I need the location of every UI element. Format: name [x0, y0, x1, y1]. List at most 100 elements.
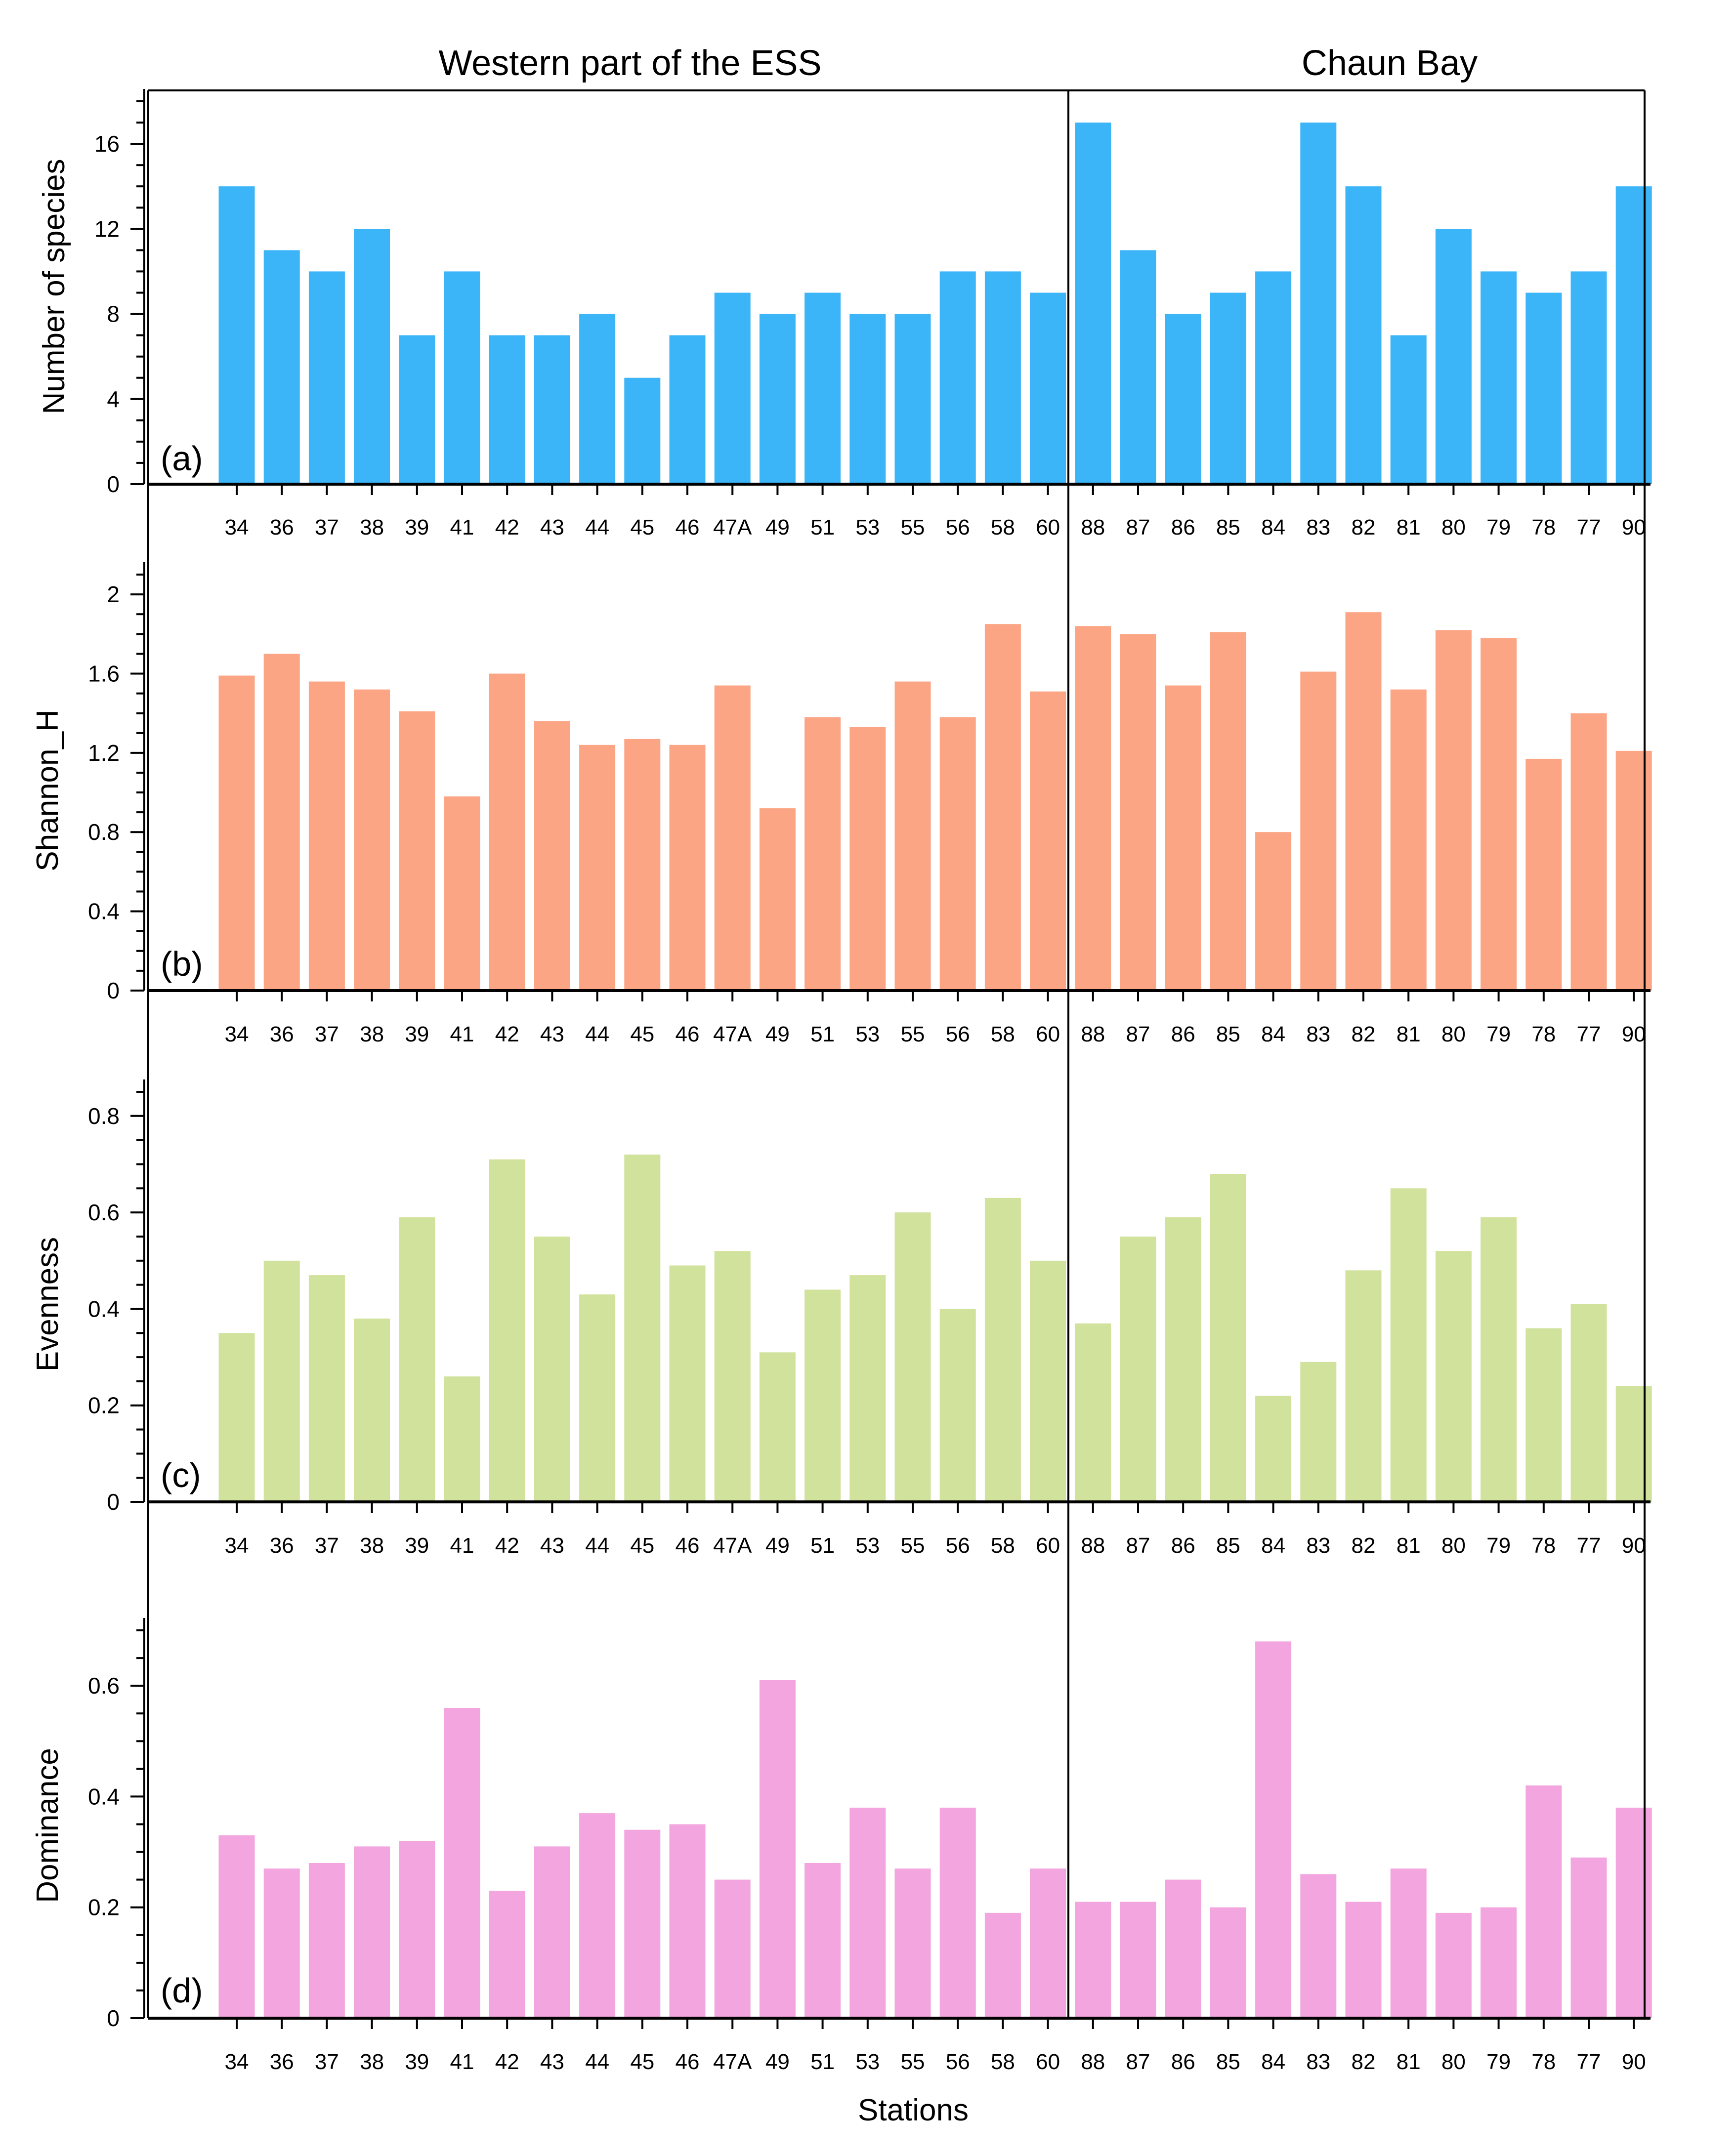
bar-b-38: [354, 689, 390, 991]
bar-b-82: [1345, 612, 1382, 991]
xtick-label-c-86: 86: [1171, 1534, 1195, 1558]
xtick-label-c-85: 85: [1216, 1534, 1240, 1558]
xtick-label-d-88: 88: [1081, 2050, 1105, 2074]
bar-d-38: [354, 1846, 390, 2018]
bar-d-53: [849, 1807, 886, 2018]
xtick-label-d-37: 37: [315, 2050, 339, 2074]
bar-d-34: [218, 1835, 255, 2018]
xtick-label-a-90: 90: [1622, 515, 1646, 539]
xtick-label-a-47A: 47A: [713, 515, 752, 539]
ytick-label-d-2: 0.4: [88, 1783, 120, 1809]
bar-a-55: [894, 314, 931, 484]
ylabel-d: Dominance: [31, 1748, 65, 1903]
bar-b-60: [1030, 691, 1066, 991]
xtick-label-a-82: 82: [1352, 515, 1376, 539]
bar-a-36: [263, 250, 300, 484]
xtick-label-b-42: 42: [495, 1022, 519, 1046]
bar-b-58: [984, 624, 1021, 991]
xtick-label-b-47A: 47A: [713, 1022, 752, 1046]
ytick-label-b-3: 1.2: [88, 740, 120, 766]
bar-d-81: [1390, 1868, 1427, 2018]
bar-a-81: [1390, 335, 1427, 484]
bar-d-41: [444, 1708, 480, 2018]
xtick-label-a-49: 49: [765, 515, 790, 539]
xtick-label-c-90: 90: [1622, 1534, 1646, 1558]
ytick-label-b-0: 0: [107, 978, 120, 1003]
xtick-label-a-58: 58: [991, 515, 1015, 539]
bar-c-85: [1210, 1174, 1246, 1502]
xtick-label-d-60: 60: [1036, 2050, 1060, 2074]
bar-d-78: [1525, 1785, 1562, 2018]
ytick-label-b-4: 1.6: [88, 661, 120, 687]
xtick-label-b-77: 77: [1577, 1022, 1601, 1046]
xtick-label-a-55: 55: [901, 515, 925, 539]
bar-c-80: [1435, 1251, 1472, 1502]
bar-d-51: [804, 1863, 841, 2018]
xtick-label-a-87: 87: [1126, 515, 1150, 539]
bar-a-43: [534, 335, 570, 484]
xtick-label-c-56: 56: [946, 1534, 970, 1558]
xtick-label-c-46: 46: [676, 1534, 700, 1558]
xtick-label-a-41: 41: [450, 515, 474, 539]
panel-label-d: (d): [161, 1971, 203, 2010]
xtick-label-d-49: 49: [765, 2050, 790, 2074]
bar-d-60: [1030, 1868, 1066, 2018]
xtick-label-c-58: 58: [991, 1534, 1015, 1558]
bar-c-56: [939, 1309, 976, 1502]
xtick-label-b-43: 43: [540, 1022, 564, 1046]
xtick-label-a-79: 79: [1486, 515, 1511, 539]
bar-b-41: [444, 796, 480, 991]
bar-a-44: [579, 314, 616, 484]
bar-d-82: [1345, 1902, 1382, 2018]
xtick-label-c-84: 84: [1261, 1534, 1285, 1558]
bar-b-49: [759, 808, 796, 991]
ytick-label-c-3: 0.6: [88, 1200, 120, 1225]
xtick-label-c-83: 83: [1306, 1534, 1330, 1558]
bar-d-42: [489, 1891, 525, 2018]
bar-c-88: [1075, 1323, 1111, 1502]
bar-b-45: [624, 739, 661, 991]
bar-a-84: [1255, 271, 1292, 484]
bar-b-39: [399, 711, 435, 991]
xtick-label-a-46: 46: [676, 515, 700, 539]
bar-d-80: [1435, 1912, 1472, 2018]
bar-a-41: [444, 271, 480, 484]
xtick-label-c-55: 55: [901, 1534, 925, 1558]
xtick-label-d-44: 44: [585, 2050, 609, 2074]
xtick-label-d-41: 41: [450, 2050, 474, 2074]
xtick-label-a-39: 39: [405, 515, 429, 539]
xtick-label-b-44: 44: [585, 1022, 609, 1046]
bar-d-85: [1210, 1907, 1246, 2018]
bar-c-44: [579, 1294, 616, 1502]
bar-d-39: [399, 1841, 435, 2018]
xtick-label-a-85: 85: [1216, 515, 1240, 539]
xtick-label-c-51: 51: [810, 1534, 835, 1558]
ytick-label-b-2: 0.8: [88, 819, 120, 845]
bar-d-49: [759, 1680, 796, 2018]
xtick-label-d-87: 87: [1126, 2050, 1150, 2074]
bar-a-87: [1120, 250, 1156, 484]
xtick-label-c-80: 80: [1441, 1534, 1466, 1558]
bar-c-46: [669, 1265, 706, 1502]
bar-c-86: [1165, 1217, 1201, 1502]
xtick-label-d-86: 86: [1171, 2050, 1195, 2074]
bar-c-90: [1615, 1386, 1652, 1502]
xtick-label-a-43: 43: [540, 515, 564, 539]
xtick-label-d-84: 84: [1261, 2050, 1285, 2074]
bar-b-90: [1615, 750, 1652, 991]
ylabel-c: Evenness: [31, 1237, 65, 1371]
xtick-label-d-80: 80: [1441, 2050, 1466, 2074]
bar-c-58: [984, 1198, 1021, 1502]
xtick-label-d-56: 56: [946, 2050, 970, 2074]
xtick-label-b-38: 38: [360, 1022, 384, 1046]
xtick-label-a-53: 53: [855, 515, 880, 539]
bar-d-86: [1165, 1879, 1201, 2018]
bar-c-34: [218, 1333, 255, 1502]
xtick-label-b-39: 39: [405, 1022, 429, 1046]
xtick-label-a-83: 83: [1306, 515, 1330, 539]
bar-b-46: [669, 745, 706, 991]
panel-label-b: (b): [161, 945, 203, 983]
xtick-label-c-43: 43: [540, 1534, 564, 1558]
xtick-label-d-78: 78: [1531, 2050, 1556, 2074]
bar-a-60: [1030, 292, 1066, 484]
